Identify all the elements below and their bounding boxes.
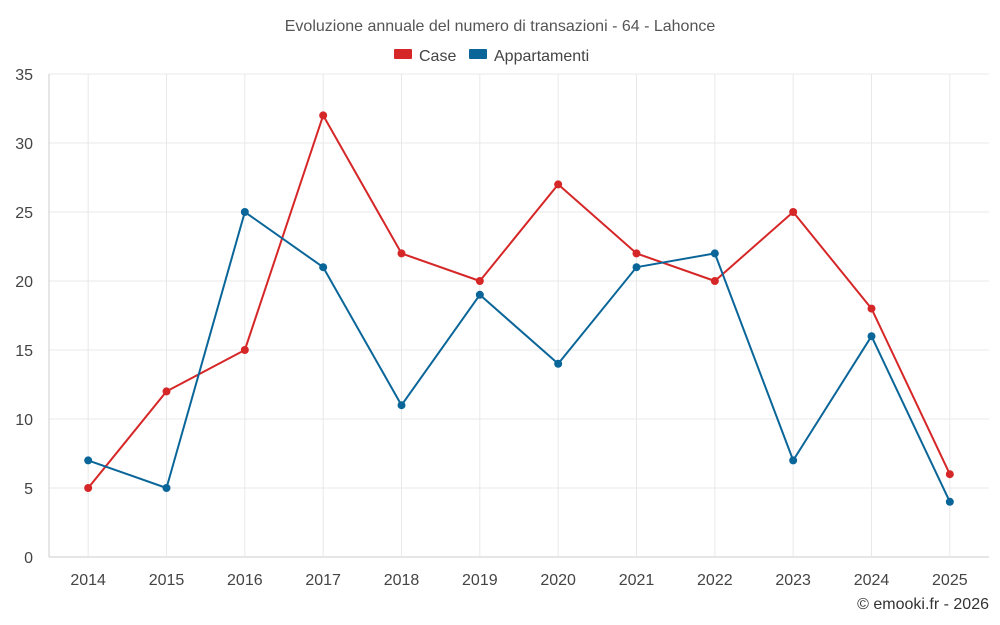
data-point-case[interactable] [319,111,328,120]
data-point-appartamenti[interactable] [397,401,406,410]
x-tick-label: 2025 [932,572,968,589]
x-tick-label: 2019 [462,572,498,589]
data-point-case[interactable] [84,484,93,492]
y-tick-label: 10 [15,412,33,429]
data-point-case[interactable] [945,470,954,479]
chart-title: Evoluzione annuale del numero di transaz… [285,18,716,35]
y-tick-label: 15 [15,343,33,360]
legend-item-appartamenti[interactable]: Appartamenti [469,48,589,65]
x-tick-label: 2020 [540,572,576,589]
x-tick-label: 2024 [854,572,890,589]
data-point-case[interactable] [475,277,484,285]
x-tick-label: 2018 [384,572,420,589]
legend-item-case[interactable]: Case [394,48,456,65]
y-tick-label: 35 [15,67,33,84]
y-tick-label: 25 [15,205,33,222]
x-tick-label: 2021 [619,572,655,589]
data-point-case[interactable] [554,180,563,189]
data-point-appartamenti[interactable] [632,263,641,272]
series-appartamenti [84,208,954,506]
credit-text: © emooki.fr - 2026 [857,596,989,613]
data-point-appartamenti[interactable] [319,263,328,272]
y-tick-label: 0 [24,550,33,567]
x-tick-label: 2014 [70,572,106,589]
data-point-case[interactable] [162,387,171,396]
data-point-case[interactable] [632,249,641,258]
series-case [84,111,954,492]
x-tick-label: 2016 [227,572,263,589]
series-line-case [87,114,951,489]
x-tick-label: 2022 [697,572,733,589]
x-tick-label: 2015 [149,572,185,589]
data-point-appartamenti[interactable] [789,456,798,465]
data-point-case[interactable] [397,249,406,258]
data-point-appartamenti[interactable] [475,290,484,299]
legend-swatch-case [394,49,412,59]
data-point-case[interactable] [789,208,798,216]
data-point-appartamenti[interactable] [84,456,93,465]
y-tick-label: 30 [15,136,33,153]
x-tick-label: 2023 [775,572,811,589]
data-point-appartamenti[interactable] [162,484,171,492]
y-tick-label: 5 [24,481,33,498]
legend-swatch-appartamenti [469,49,487,59]
data-point-appartamenti[interactable] [554,359,563,368]
y-tick-label: 20 [15,274,33,291]
series-layer [84,111,954,506]
legend: Case Appartamenti [394,48,589,65]
gridlines [49,73,989,558]
legend-label-case: Case [419,48,456,65]
x-tick-label: 2017 [305,572,341,589]
data-point-case[interactable] [710,277,719,285]
data-point-appartamenti[interactable] [240,208,249,216]
y-axis: 0 5 10 15 20 25 30 35 [15,67,50,567]
data-point-appartamenti[interactable] [945,497,954,506]
x-axis: 2014 2015 2016 2017 2018 2019 2020 2021 2022 2023… [70,572,967,589]
legend-label-appartamenti: Appartamenti [494,48,589,65]
data-point-case[interactable] [867,304,876,313]
series-line-appartamenti [87,211,951,503]
data-point-appartamenti[interactable] [867,332,876,341]
data-point-case[interactable] [240,346,249,354]
data-point-appartamenti[interactable] [710,249,719,258]
